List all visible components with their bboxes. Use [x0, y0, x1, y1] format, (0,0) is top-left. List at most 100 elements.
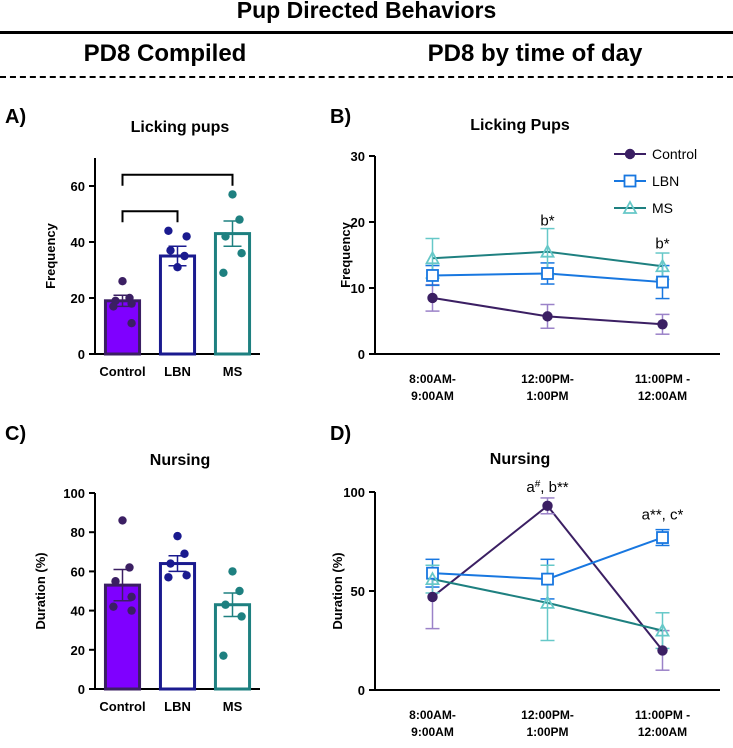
y-tick-label-B: 30 [351, 149, 365, 164]
data-point-D-ms [424, 571, 441, 586]
panel-label-a: A) [5, 106, 27, 128]
y-tick-label-C: 20 [71, 643, 85, 658]
data-point-C [125, 563, 134, 572]
y-tick-label-A: 20 [71, 291, 85, 306]
data-point-C [109, 602, 118, 611]
significance-bracket-A [121, 210, 179, 223]
x-tick-label-A: Control [99, 364, 145, 379]
data-point-C [111, 577, 120, 586]
panel-label-c: C) [5, 423, 27, 445]
right-heading: PD8 by time of day [427, 40, 643, 67]
x-tick-label-B: 8:00AM- [409, 372, 456, 386]
y-axis-label-B: Frequency [338, 221, 353, 288]
x-tick-label-D: 1:00PM [526, 725, 568, 739]
y-tick-label-D: 50 [351, 584, 365, 599]
chart-title-c: Nursing [149, 452, 211, 469]
data-point-C [118, 516, 127, 525]
y-axis-label-A: Frequency [43, 222, 58, 289]
x-tick-label-A: LBN [164, 364, 191, 379]
x-tick-label-B: 11:00PM - [635, 372, 690, 386]
legend-marker-lbn [623, 174, 637, 188]
y-tick-label-D: 0 [358, 683, 365, 698]
data-point-D-ms [539, 595, 556, 609]
x-tick-label-B: 9:00AM [411, 389, 454, 403]
x-tick-label-D: 11:00PM - [635, 708, 690, 722]
left-heading: PD8 Compiled [83, 40, 247, 67]
x-tick-label-B: 12:00AM [638, 389, 687, 403]
legend-marker-control [624, 148, 636, 160]
x-tick-label-B: 12:00PM- [521, 372, 574, 386]
chart-title-b: Licking Pups [470, 117, 570, 134]
data-point-D-lbn [656, 531, 669, 544]
data-point-A [180, 251, 189, 261]
bar-A-control [103, 299, 142, 356]
legend-label-ms: MS [652, 200, 673, 216]
data-point-B-lbn [426, 269, 439, 282]
data-point-A [127, 319, 136, 328]
data-point-A [118, 277, 127, 286]
data-point-A [237, 249, 246, 258]
data-point-B-lbn [541, 267, 554, 280]
chart-title-d: Nursing [489, 451, 551, 468]
data-point-A [182, 232, 191, 241]
x-tick-label-D: 12:00PM- [521, 708, 574, 722]
data-point-C [164, 573, 173, 582]
y-tick-label-A: 0 [78, 347, 85, 362]
y-tick-label-C: 40 [71, 604, 85, 619]
data-point-D-control [657, 645, 668, 656]
chart-title-a: Licking pups [130, 119, 230, 136]
page-title: Pup Directed Behaviors [236, 0, 497, 23]
x-tick-label-C: Control [99, 699, 145, 714]
data-point-B-control [542, 311, 553, 322]
data-point-C [237, 612, 246, 621]
data-point-D-control [542, 500, 553, 512]
y-tick-label-A: 60 [71, 179, 85, 194]
data-point-A [228, 190, 237, 199]
y-tick-label-D: 100 [343, 485, 365, 500]
y-tick-label-C: 60 [71, 564, 85, 579]
y-tick-label-A: 40 [71, 235, 85, 250]
annotation-D: a**, c* [642, 507, 684, 524]
y-axis-label-D: Duration (%) [330, 552, 345, 629]
data-point-B-ms [424, 250, 441, 265]
data-point-B-control [657, 319, 668, 330]
y-tick-label-B: 10 [351, 281, 365, 296]
panel-label-b: B) [330, 106, 352, 128]
y-axis-label-C: Duration (%) [33, 552, 48, 629]
data-point-C [127, 592, 136, 602]
data-point-C [127, 606, 136, 615]
annotation-B: b* [540, 212, 554, 229]
y-tick-label-B: 0 [358, 347, 365, 362]
data-point-C [235, 586, 244, 596]
bar-C-control [103, 583, 142, 691]
data-point-D-ms [654, 622, 671, 637]
data-point-A [235, 215, 244, 224]
y-tick-label-B: 20 [351, 215, 365, 230]
data-point-B-lbn [656, 275, 669, 289]
annotation-D: a#, b** [526, 479, 568, 497]
significance-bracket-A [121, 173, 234, 186]
data-point-D-control [427, 591, 438, 603]
data-point-C [228, 567, 237, 576]
y-tick-label-C: 0 [78, 682, 85, 697]
data-point-D-lbn [541, 572, 554, 586]
legend-label-control: Control [652, 146, 697, 162]
data-point-A [166, 246, 175, 255]
data-point-A [164, 226, 173, 235]
title-rule [0, 31, 733, 34]
data-point-C [173, 531, 182, 541]
x-tick-label-D: 12:00AM [638, 725, 687, 739]
data-point-A [127, 299, 136, 308]
annotation-B: b* [655, 235, 669, 252]
x-tick-label-D: 8:00AM- [409, 708, 456, 722]
bar-C-lbn [158, 562, 197, 691]
data-point-A [219, 268, 228, 277]
panel-label-d: D) [330, 423, 352, 445]
dashed-divider [0, 76, 733, 78]
data-point-A [109, 302, 118, 311]
data-point-B-ms [539, 243, 556, 258]
annotation-superscript: # [535, 479, 541, 490]
legend-label-lbn: LBN [652, 173, 679, 189]
x-tick-label-D: 9:00AM [411, 725, 454, 739]
